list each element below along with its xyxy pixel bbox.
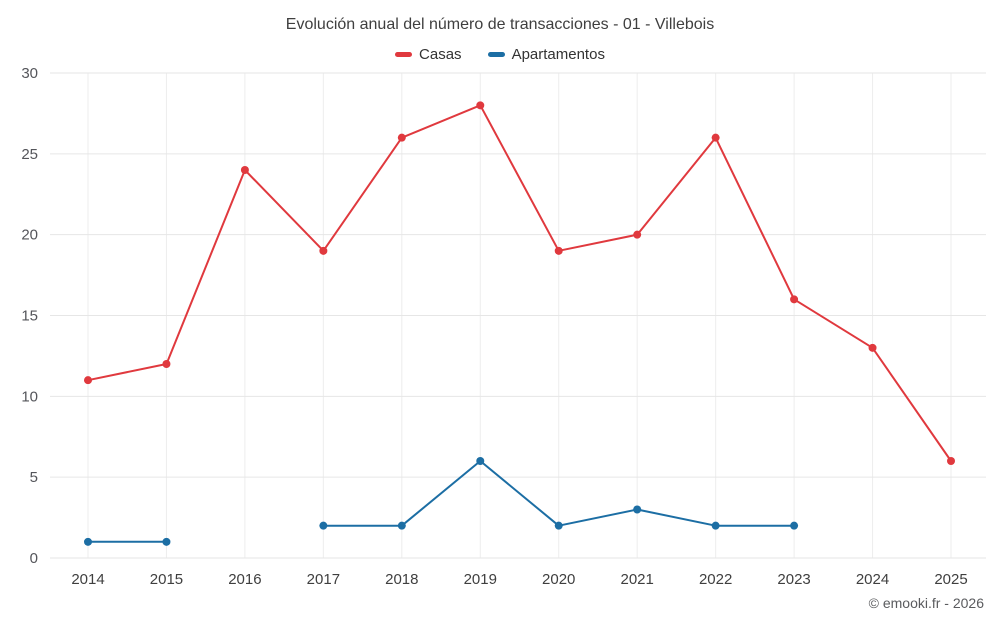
x-axis-label: 2017	[307, 571, 340, 588]
x-axis-label: 2025	[934, 571, 967, 588]
series-line-casas	[87, 104, 952, 462]
x-axis-label: 2022	[699, 571, 732, 588]
y-axis-label: 25	[21, 146, 38, 163]
data-point-apartamentos-2019[interactable]	[476, 457, 485, 465]
data-point-casas-2023[interactable]	[790, 295, 799, 304]
data-point-casas-2017[interactable]	[319, 246, 328, 255]
legend-marker-casas	[395, 52, 413, 57]
x-axis-label: 2023	[777, 571, 810, 588]
y-axis-label: 0	[30, 550, 38, 567]
x-axis-label: 2014	[71, 571, 104, 588]
y-axis-label: 20	[21, 227, 38, 244]
legend-label-apartamentos: Apartamentos	[511, 46, 605, 63]
y-axis-label: 5	[30, 469, 38, 486]
x-axis-label: 2016	[228, 571, 261, 588]
data-point-apartamentos-2022[interactable]	[711, 521, 720, 530]
x-axis-label: 2018	[385, 571, 418, 588]
legend: Casas Apartamentos	[0, 46, 1000, 63]
data-point-apartamentos-2020[interactable]	[554, 521, 563, 530]
x-axis-label: 2020	[542, 571, 575, 588]
data-point-casas-2018[interactable]	[397, 133, 406, 142]
y-axis-label: 10	[21, 388, 38, 405]
data-point-apartamentos-2015[interactable]	[162, 537, 171, 546]
data-point-apartamentos-2021[interactable]	[633, 505, 642, 514]
data-point-apartamentos-2023[interactable]	[790, 521, 799, 530]
data-point-casas-2014[interactable]	[84, 376, 92, 385]
x-axis-label: 2024	[856, 571, 889, 588]
data-point-casas-2016[interactable]	[240, 166, 249, 174]
data-point-casas-2022[interactable]	[711, 133, 720, 142]
x-axis-label: 2021	[620, 571, 653, 588]
data-point-casas-2024[interactable]	[868, 343, 877, 352]
legend-label-casas: Casas	[419, 46, 462, 63]
legend-item-casas[interactable]: Casas	[395, 46, 462, 63]
data-point-apartamentos-2014[interactable]	[84, 537, 92, 546]
data-point-casas-2025[interactable]	[947, 457, 955, 465]
legend-item-apartamentos[interactable]: Apartamentos	[487, 46, 605, 63]
legend-marker-apartamentos	[487, 52, 505, 57]
data-point-apartamentos-2018[interactable]	[397, 521, 406, 530]
data-point-casas-2015[interactable]	[162, 360, 171, 368]
x-axis-label: 2019	[464, 571, 497, 588]
series-line-apartamentos	[87, 460, 796, 543]
data-point-casas-2020[interactable]	[554, 246, 563, 255]
copyright-text: © emooki.fr - 2026	[868, 595, 984, 611]
y-axis-label: 30	[21, 65, 38, 82]
x-axis-label: 2015	[150, 571, 183, 588]
data-point-casas-2019[interactable]	[476, 101, 485, 110]
y-axis-label: 15	[21, 308, 38, 325]
chart-title: Evolución anual del número de transaccio…	[285, 16, 715, 33]
data-point-apartamentos-2017[interactable]	[319, 521, 328, 530]
data-point-casas-2021[interactable]	[633, 230, 642, 239]
